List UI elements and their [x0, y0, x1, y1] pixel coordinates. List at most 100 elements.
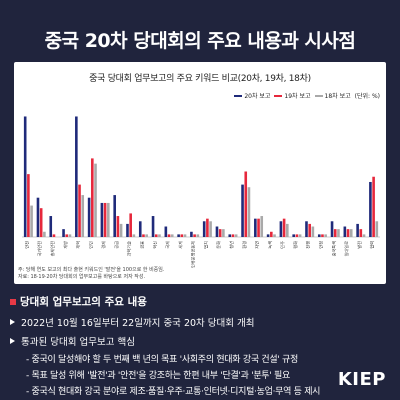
x-tick-label: 개혁	[75, 241, 82, 249]
bar-19th-14	[193, 234, 196, 237]
summary-heading-text: 당대회 업무보고의 주요 내용	[20, 296, 147, 308]
subpoint-1: - 중국이 달성해야 할 두 번째 백 년의 목표 '사회주의 현대화 강국 건…	[26, 355, 299, 365]
x-tick-label: 민주	[279, 241, 286, 249]
bar-19th-10	[142, 234, 145, 237]
bar-20th-13	[177, 234, 180, 237]
bar-19th-25	[333, 229, 337, 237]
bar-19th-12	[167, 234, 171, 237]
bar-19th-20	[270, 231, 273, 237]
bar-18th-26	[349, 229, 353, 237]
bar-20th-28	[369, 181, 372, 237]
bar-19th-3	[52, 234, 56, 237]
bar-20th-22	[292, 234, 295, 237]
bar-18th-19	[260, 216, 264, 237]
x-tick-label: 안전	[23, 241, 29, 249]
bar-18th-9	[132, 234, 136, 237]
legend-swatch	[314, 94, 323, 97]
x-tick-label: 혁신	[151, 241, 158, 249]
bar-19th-7	[103, 202, 107, 237]
bar-19th-24	[321, 234, 324, 237]
bar-18th-6	[94, 163, 97, 237]
x-tick-label: 환경	[241, 241, 247, 249]
bar-19th-2	[39, 208, 43, 237]
bar-19th-16	[218, 229, 222, 237]
legend-label: 18차 보고	[324, 93, 351, 100]
bar-18th-15	[209, 221, 212, 237]
bar-20th-26	[343, 226, 347, 237]
kiep-logo: KIEP	[337, 369, 386, 390]
x-tick-label: 발전	[356, 241, 362, 249]
bar-20th-7	[100, 202, 104, 237]
bar-18th-20	[273, 234, 276, 237]
bar-20th-12	[164, 226, 168, 237]
bar-18th-13	[183, 234, 187, 237]
x-tick-label: 녹색	[266, 241, 273, 249]
chart-legend: 20차 보고 19차 보고 18차 보고 (단위: %)	[234, 91, 380, 100]
bar-20th-17	[228, 234, 232, 237]
legend-label: 20차 보고	[244, 93, 271, 100]
page-title: 중국 20차 당대회의 주요 내용과 시사점	[44, 30, 356, 52]
bullet-item-2: 통과된 당대회 업무보고 핵심	[10, 334, 135, 348]
x-tick-label: 안정	[317, 241, 323, 249]
x-tick-label: 일대일로	[343, 241, 350, 257]
bar-20th-6	[87, 197, 91, 237]
bar-chart: 안전 국가안전 총체안전 개방 개혁 인민 경제 공급 과학기술 금융 혁신 국제 세계 인류운명공동체 법…	[22, 116, 380, 268]
bar-20th-23	[305, 221, 308, 237]
bar-18th-24	[324, 234, 327, 237]
bar-18th-8	[119, 223, 123, 237]
x-tick-label: 중국특색	[330, 241, 337, 257]
bar-19th-11	[154, 234, 158, 237]
bar-19th-1	[27, 174, 30, 237]
summary-heading: 당대회 업무보고의 주요 내용	[10, 294, 147, 309]
bar-20th-18	[241, 184, 244, 237]
x-tick-label: 전쟁	[305, 241, 311, 249]
chart-notes: 주: 당해 연도 보고의 최다 출현 키워드인 '발전'을 100으로 한 비중…	[18, 267, 383, 281]
bar-19th-5	[78, 184, 81, 237]
chart-title: 중국 당대회 업무보고의 주요 키워드 비교(20차, 19차, 18차)	[89, 74, 311, 84]
legend-swatch	[234, 94, 243, 97]
legend-item: 18차 보고	[314, 91, 351, 100]
bar-19th-28	[372, 176, 375, 237]
bar-19th-4	[65, 234, 69, 237]
bar-18th-16	[222, 229, 225, 237]
subpoint-2: - 목표 달성 위해 '발전'과 '안전'을 강조하는 한편 내부 '단결'과 …	[26, 371, 290, 381]
x-tick-label: 청년	[228, 241, 234, 249]
bar-19th-19	[257, 218, 260, 237]
x-tick-label: 총체안전	[49, 241, 56, 257]
red-square-icon	[10, 298, 16, 305]
bar-18th-1	[30, 205, 33, 237]
legend-label: 19차 보고	[284, 93, 311, 100]
bar-19th-18	[244, 171, 248, 237]
bar-18th-11	[158, 234, 161, 237]
bar-20th-4	[62, 229, 65, 237]
bar-20th-8	[113, 195, 116, 237]
bar-18th-28	[375, 221, 379, 237]
bar-20th-21	[279, 221, 283, 237]
bar-19th-9	[129, 213, 132, 237]
bar-20th-9	[126, 223, 129, 237]
bar-18th-17	[234, 234, 238, 237]
bar-20th-14	[190, 231, 193, 237]
bar-20th-10	[138, 221, 142, 237]
x-tick-label: 공급	[114, 241, 119, 249]
bar-19th-17	[231, 234, 235, 237]
bar-20th-5	[75, 116, 78, 237]
bar-18th-12	[170, 234, 174, 237]
x-tick-label: 경제	[100, 241, 107, 249]
bar-19th-15	[206, 218, 209, 237]
bar-18th-25	[337, 229, 340, 237]
triangle-bullet-icon	[10, 319, 15, 325]
x-tick-label: 개방	[62, 241, 69, 249]
bullet-text-1: 2022년 10월 16일부터 22일까지 중국 20차 당대회 개최	[21, 318, 255, 329]
bar-18th-27	[362, 234, 366, 237]
bar-20th-1	[23, 116, 27, 237]
bullet-item-1: 2022년 10월 16일부터 22일까지 중국 20차 당대회 개최	[10, 315, 255, 329]
chart-card: 중국 당대회 업무보고의 주요 키워드 비교(20차, 19차, 18차) 20…	[14, 62, 386, 284]
bar-20th-25	[330, 221, 334, 237]
bar-18th-14	[196, 234, 200, 237]
bar-20th-3	[49, 216, 53, 237]
bar-19th-23	[308, 223, 311, 237]
bar-20th-2	[36, 197, 40, 237]
bar-20th-11	[151, 216, 155, 237]
x-tick-label: 법치	[202, 241, 209, 249]
